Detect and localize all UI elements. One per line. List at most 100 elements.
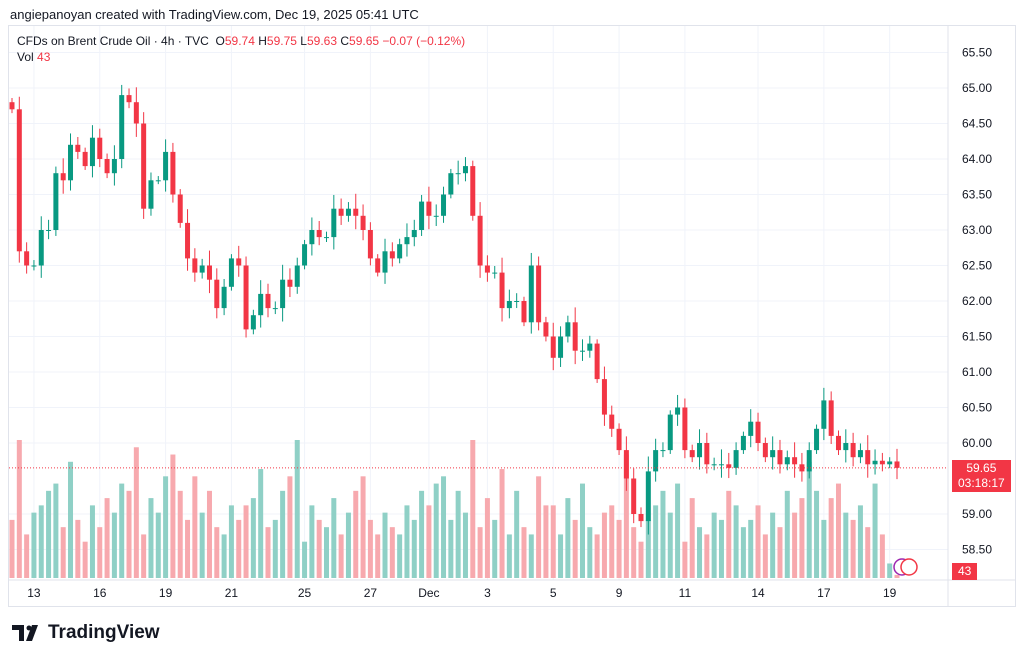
volume-bar	[148, 498, 154, 578]
candle-body	[462, 166, 468, 174]
y-tick-label: 61.00	[962, 365, 992, 379]
volume-bar	[814, 490, 820, 578]
candle-body	[492, 272, 498, 274]
candle-body	[433, 215, 439, 217]
y-tick-label: 59.00	[962, 507, 992, 521]
volume-bar	[46, 490, 52, 578]
candle-body	[448, 173, 454, 195]
candle-body	[594, 343, 600, 380]
candle-body	[865, 450, 871, 465]
volume-bar	[60, 527, 66, 578]
volume-bar	[572, 519, 578, 578]
ohlc-row: CFDs on Brent Crude Oil · 4h · TVC O59.7…	[17, 33, 465, 49]
candle-body	[411, 230, 417, 238]
y-tick-label: 61.50	[962, 330, 992, 344]
candle-body	[119, 95, 125, 159]
x-tick-label: Dec	[418, 586, 439, 600]
volume-bar	[265, 527, 271, 578]
candle-body	[792, 457, 798, 465]
candle-body	[653, 450, 659, 472]
volume-bar	[404, 505, 410, 578]
volume-bar	[185, 519, 191, 578]
high-label: H	[258, 34, 267, 48]
volume-row: Vol 43	[17, 49, 465, 65]
symbol-title[interactable]: CFDs on Brent Crude Oil · 4h · TVC	[17, 34, 209, 48]
candle-body	[455, 173, 461, 175]
volume-bar	[163, 476, 169, 578]
x-tick-label: 14	[751, 586, 765, 600]
candle-body	[426, 201, 432, 216]
candle-body	[46, 230, 52, 231]
volume-bar	[68, 461, 74, 578]
candle-body	[133, 102, 139, 124]
volume-bar	[433, 483, 439, 578]
candle-body	[550, 336, 556, 358]
candle-body	[872, 460, 878, 465]
candle-body	[16, 109, 22, 252]
volume-bar	[879, 534, 885, 578]
candle-body	[558, 336, 564, 358]
candle-body	[814, 428, 820, 451]
volume-bar	[250, 498, 256, 578]
candle-body	[111, 159, 117, 174]
volume-bar	[367, 519, 373, 578]
volume-bar	[638, 541, 644, 578]
candle-body	[484, 265, 490, 273]
candle-body	[565, 322, 571, 337]
volume-bar	[448, 519, 454, 578]
us-flag-event-icon	[900, 558, 918, 576]
y-tick-label: 62.50	[962, 259, 992, 273]
volume-value: 43	[37, 50, 51, 64]
candle-body	[126, 95, 132, 103]
volume-bar	[426, 505, 432, 578]
volume-bar	[887, 563, 893, 578]
volume-bar	[762, 534, 768, 578]
volume-bar	[594, 534, 600, 578]
volume-bar	[324, 527, 330, 578]
y-tick-label: 63.00	[962, 223, 992, 237]
volume-bar	[462, 512, 468, 578]
volume-bar	[470, 440, 476, 578]
high-value: 59.75	[266, 34, 297, 48]
candle-body	[345, 208, 351, 216]
volume-bar	[214, 527, 220, 578]
volume-bar	[521, 527, 527, 578]
candle-body	[31, 265, 37, 267]
volume-label: Vol	[17, 50, 34, 64]
x-tick-label: 21	[225, 586, 239, 600]
candle-body	[835, 435, 841, 451]
candle-body	[82, 151, 88, 167]
volume-bar	[31, 512, 37, 578]
candle-body	[704, 443, 710, 465]
volume-bar	[258, 469, 264, 578]
candle-body	[470, 166, 476, 216]
volume-bar	[828, 498, 834, 578]
x-tick-label: 16	[93, 586, 107, 600]
volume-bar	[609, 505, 615, 578]
volume-bar	[375, 534, 381, 578]
volume-bar	[141, 534, 147, 578]
volume-bar	[799, 498, 805, 578]
candle-body	[309, 230, 315, 245]
volume-bar	[770, 512, 776, 578]
price-chart[interactable]: 65.50 65.00 64.50 64.00 63.50 63.00 62.50 62.00…	[0, 0, 1024, 610]
volume-bar	[623, 454, 629, 578]
volume-bar	[9, 519, 15, 578]
candle-body	[543, 322, 549, 337]
tradingview-logo[interactable]: TradingView	[12, 622, 160, 644]
volume-bar	[587, 527, 593, 578]
candle-body	[740, 435, 746, 451]
candle-body	[338, 208, 344, 216]
candle-body	[587, 343, 593, 351]
volume-bar	[133, 447, 139, 578]
candle-body	[38, 230, 44, 266]
candle-body	[770, 450, 776, 458]
candle-body	[806, 450, 812, 472]
x-tick-label: 27	[364, 586, 378, 600]
volume-bar	[155, 512, 161, 578]
candle-body	[777, 450, 783, 465]
candle-body	[887, 461, 893, 465]
volume-bar	[228, 505, 234, 578]
candle-body	[404, 237, 410, 245]
candle-body	[784, 457, 790, 465]
